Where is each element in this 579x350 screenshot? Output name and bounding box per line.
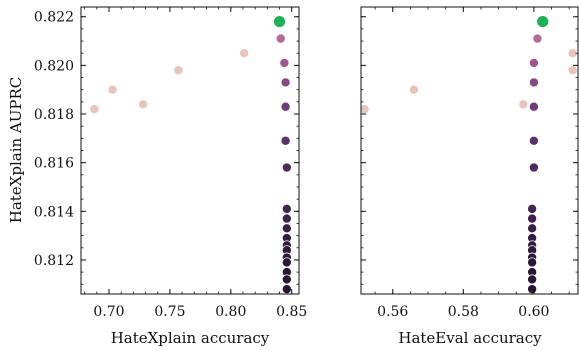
- data-point: [107, 84, 118, 95]
- x-tick-label: 0.58: [448, 304, 479, 320]
- x-tick-label: 0.75: [154, 304, 185, 320]
- data-point: [527, 274, 538, 285]
- highlight-point: [536, 15, 550, 28]
- data-point: [408, 84, 419, 95]
- y-axis-label: HateXplain AUPRC: [7, 77, 25, 224]
- data-point: [281, 223, 292, 234]
- data-point: [281, 203, 292, 214]
- data-point: [281, 257, 292, 268]
- data-point: [173, 65, 184, 76]
- x-axis-label: HateXplain accuracy: [111, 329, 270, 347]
- data-point: [281, 274, 292, 285]
- data-point: [527, 213, 538, 224]
- x-axis-label: HateEval accuracy: [398, 329, 542, 347]
- axes-frame: [80, 6, 300, 295]
- data-point: [528, 57, 539, 68]
- x-tick-label: 0.60: [518, 304, 549, 320]
- data-point: [567, 65, 578, 76]
- highlight-point: [273, 15, 286, 28]
- data-point: [528, 77, 539, 88]
- data-point: [527, 223, 538, 234]
- y-tick-label: 0.816: [34, 156, 74, 172]
- data-point: [239, 48, 250, 59]
- data-point: [518, 99, 529, 110]
- data-point: [281, 213, 292, 224]
- data-point: [89, 104, 100, 115]
- data-point: [280, 135, 291, 146]
- y-tick-label: 0.812: [34, 253, 74, 269]
- right-panel: HateEval accuracy 0.56 0.58 0.60: [359, 6, 579, 347]
- data-point: [527, 257, 538, 268]
- data-point: [280, 101, 291, 112]
- data-point: [527, 284, 538, 295]
- data-point: [280, 77, 291, 88]
- axes-frame: [360, 6, 579, 295]
- data-point: [532, 33, 543, 44]
- y-tick-label: 0.814: [34, 204, 74, 220]
- x-tick-label: 0.80: [215, 304, 246, 320]
- x-tick-label: 0.56: [377, 304, 408, 320]
- data-point: [275, 33, 286, 44]
- y-tick-label: 0.820: [34, 58, 74, 74]
- x-tick-label: 0.70: [93, 304, 124, 320]
- y-tick-label: 0.822: [34, 10, 74, 26]
- data-point: [528, 162, 539, 173]
- data-point: [279, 57, 290, 68]
- data-point: [281, 162, 292, 173]
- data-point: [528, 101, 539, 112]
- data-point: [527, 203, 538, 214]
- data-point: [281, 284, 292, 295]
- left-panel: HateXplain AUPRC HateXplain accuracy 0.7…: [7, 6, 307, 347]
- data-point: [138, 99, 149, 110]
- data-point: [528, 135, 539, 146]
- x-tick-label: 0.85: [276, 304, 307, 320]
- y-tick-label: 0.818: [34, 107, 74, 123]
